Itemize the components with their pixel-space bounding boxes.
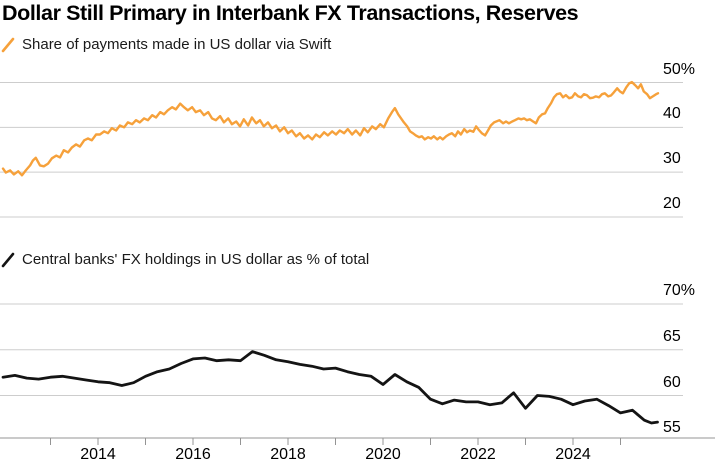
legend-swift-series: Share of payments made in US dollar via … [1, 36, 331, 53]
y-tick-label-reserves-55: 55 [663, 419, 681, 437]
x-tick-label-2016: 2016 [175, 446, 211, 463]
y-tick-label-reserves-60: 60 [663, 373, 681, 391]
y-tick-label-reserves-70: 70% [663, 282, 696, 299]
y-tick-label-swift-30: 30 [663, 150, 681, 168]
orange-slash-icon [1, 37, 15, 52]
y-tick-label-swift-20: 20 [663, 194, 681, 212]
legend-reserves-series: Central banks' FX holdings in US dollar … [1, 251, 369, 268]
y-tick-label-swift-40: 40 [663, 105, 681, 123]
y-tick-label-swift-50: 50% [663, 60, 696, 78]
legend-swift-label: Share of payments made in US dollar via … [22, 36, 332, 53]
chart-title: Dollar Still Primary in Interbank FX Tra… [2, 1, 579, 25]
x-tick-label-2014: 2014 [80, 446, 116, 463]
x-tick-label-2024: 2024 [555, 446, 591, 463]
x-tick-label-2022: 2022 [460, 446, 496, 463]
y-tick-label-reserves-65: 65 [663, 327, 681, 345]
x-tick-label-2018: 2018 [270, 446, 306, 463]
x-tick-label-2020: 2020 [365, 446, 401, 463]
legend-reserves-label: Central banks' FX holdings in US dollar … [22, 251, 370, 268]
black-slash-icon [1, 252, 15, 267]
